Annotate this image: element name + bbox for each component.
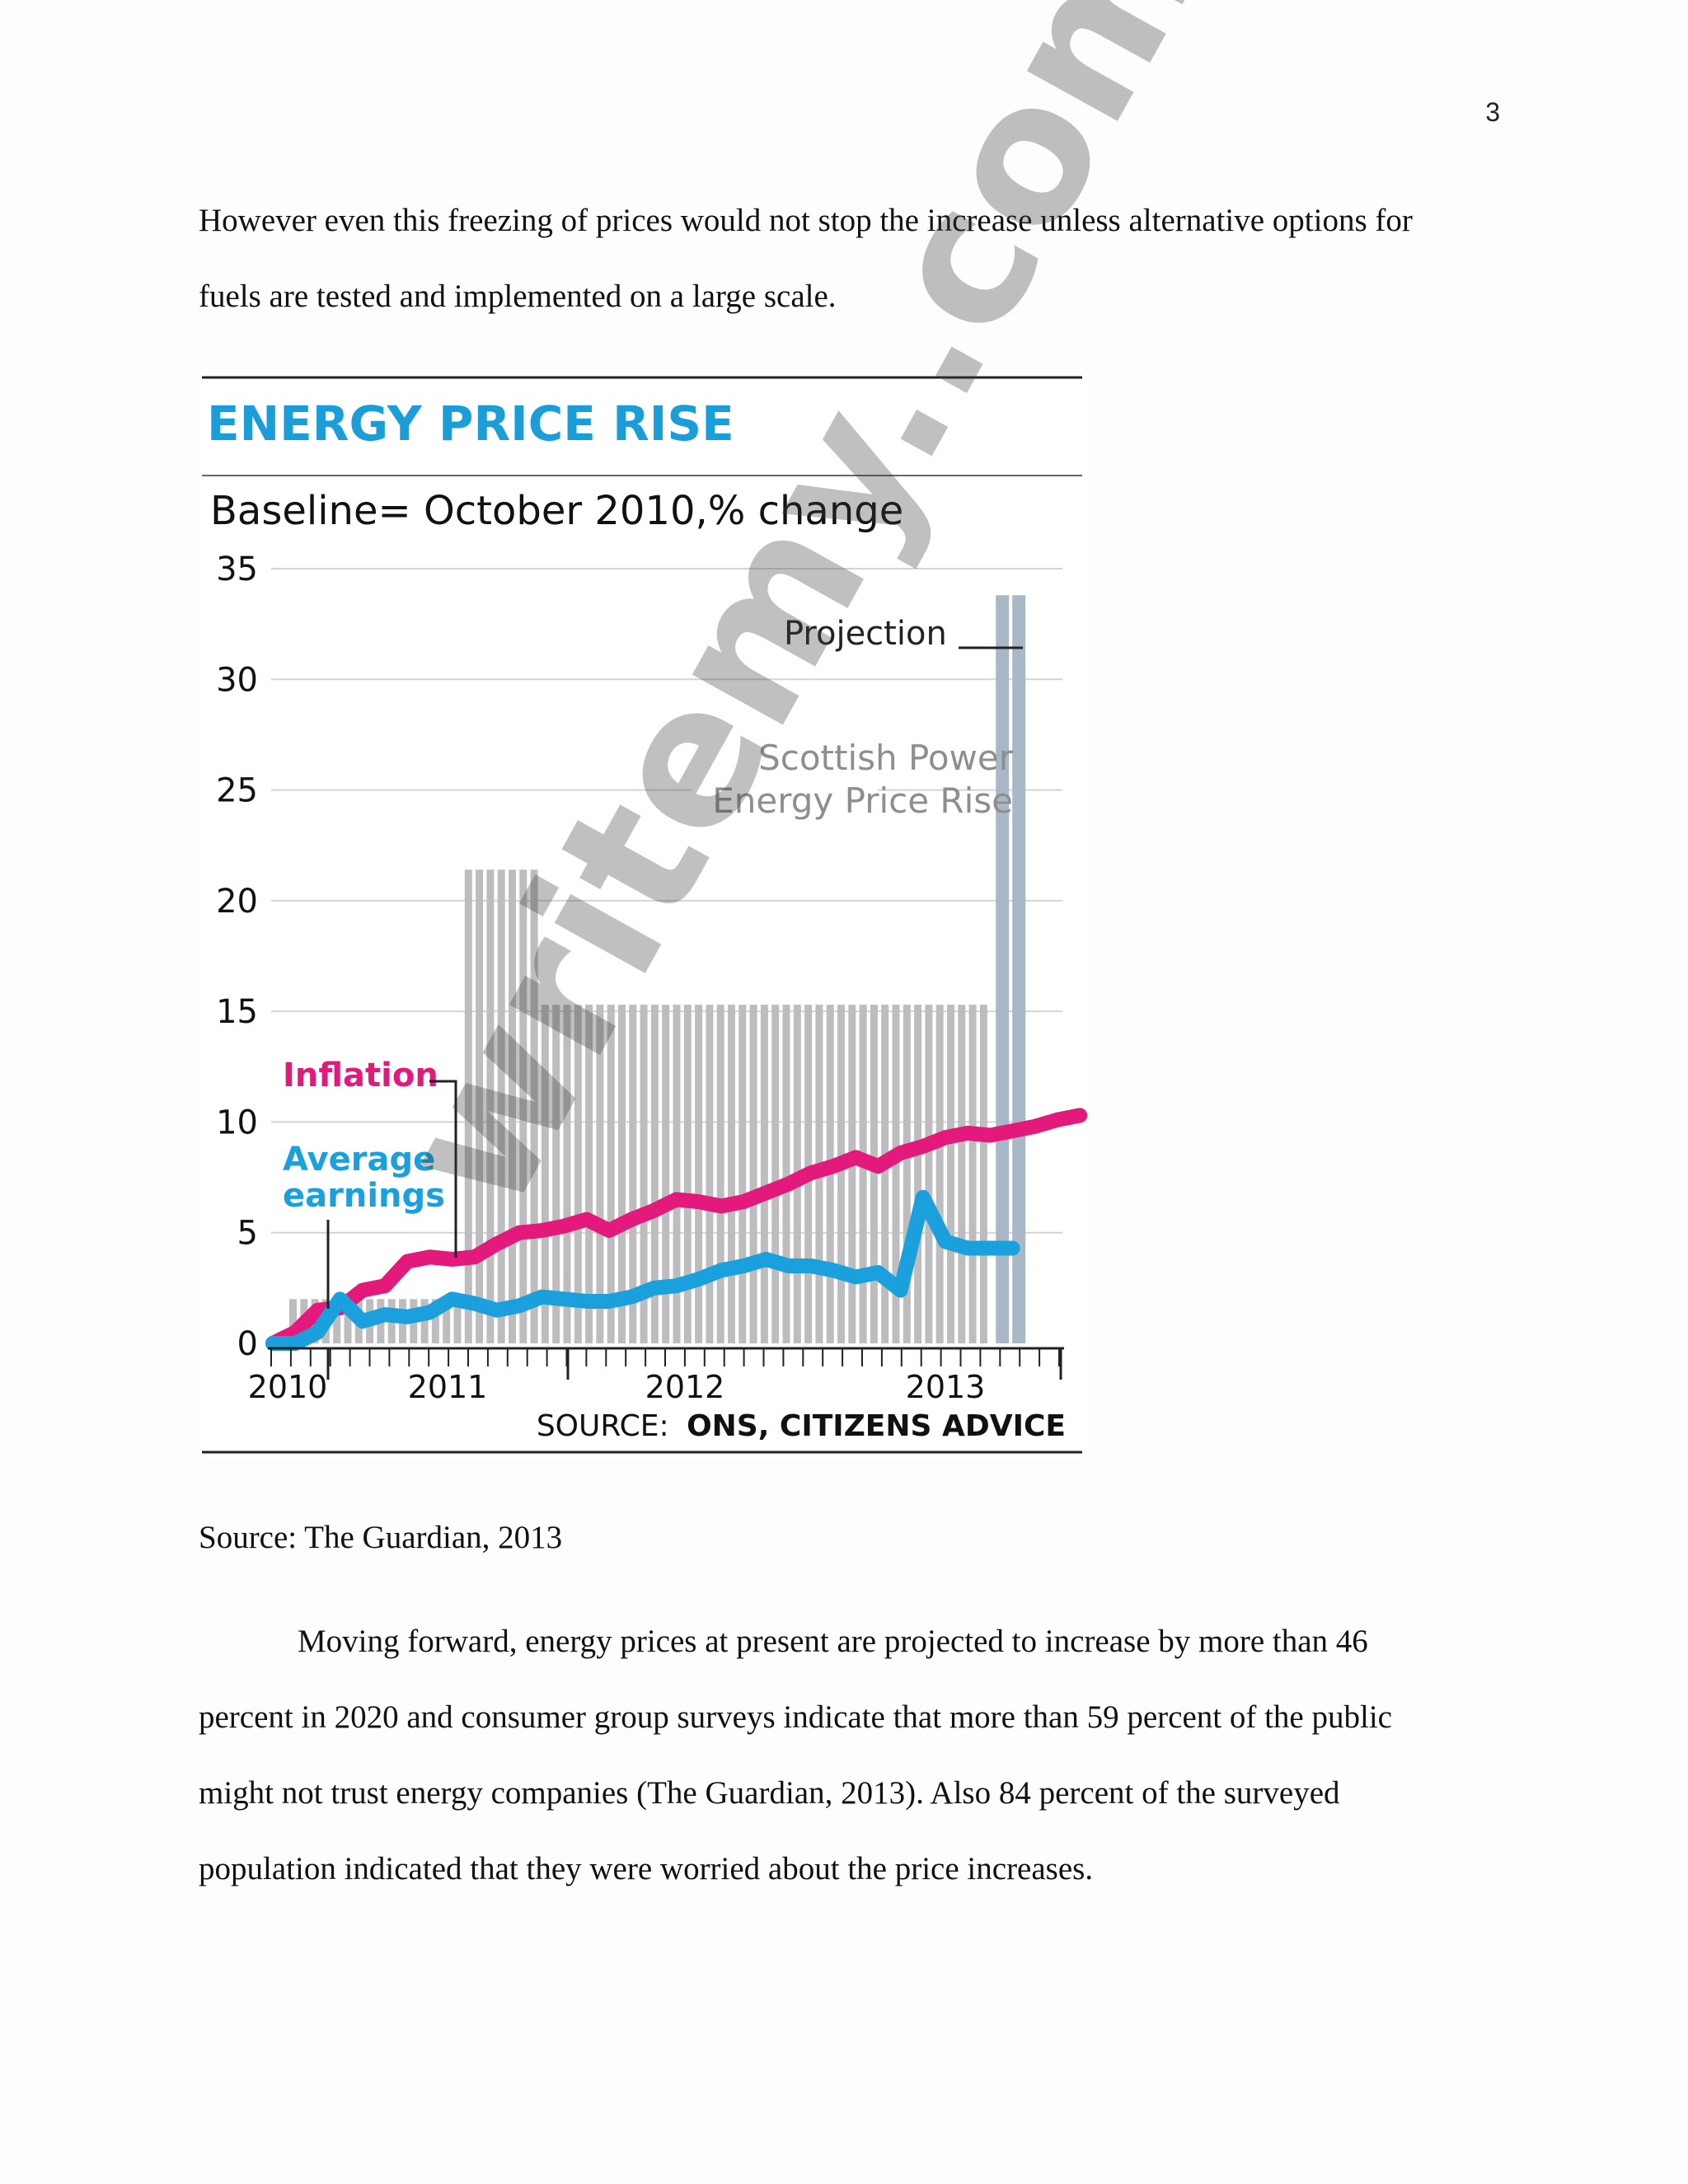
y-tick-label: 25 [216, 772, 258, 810]
bar [486, 869, 495, 1343]
x-label-2010: 2010 [248, 1369, 328, 1405]
bar [870, 1005, 878, 1343]
bar [552, 1005, 560, 1343]
energy-price-chart: ENERGY PRICE RISE Baseline= October 2010… [199, 373, 1089, 1460]
chart-subtitle: Baseline= October 2010,% change [210, 488, 903, 534]
y-tick-label: 15 [216, 993, 258, 1031]
x-label-2013: 2013 [906, 1369, 986, 1405]
paragraph-line: Moving forward, energy prices at present… [298, 1624, 1368, 1659]
earnings-line [265, 1189, 1020, 1351]
bar [574, 1005, 582, 1343]
figure-caption: Source: The Guardian, 2013 [199, 1520, 563, 1555]
bar [848, 1005, 856, 1343]
y-tick-label: 20 [216, 883, 258, 921]
bar [662, 1005, 670, 1343]
bar [519, 869, 528, 1343]
x-axis [268, 1347, 1064, 1380]
bar [903, 1005, 911, 1343]
paragraph-line: population indicated that they were worr… [199, 1851, 1094, 1886]
y-tick-label: 5 [237, 1215, 258, 1253]
bar [947, 1005, 954, 1343]
page-number: 3 [1485, 97, 1500, 127]
bar [728, 1005, 735, 1343]
bar-label-background [692, 742, 878, 841]
earnings-label-line-2: earnings [283, 1177, 445, 1215]
bar [935, 1005, 944, 1343]
bar [497, 869, 505, 1343]
bar [859, 1005, 867, 1343]
bar [640, 1005, 648, 1343]
bar [706, 1005, 714, 1343]
bar [782, 1005, 790, 1343]
y-tick-label: 10 [216, 1104, 258, 1141]
bar [760, 1005, 768, 1343]
bar [695, 1005, 703, 1343]
bar [618, 1005, 626, 1343]
paragraph-line: percent in 2020 and consumer group surve… [199, 1699, 1392, 1735]
series-lines [265, 1108, 1088, 1351]
bar [683, 1005, 692, 1343]
paragraph-body: Moving forward, energy prices at present… [199, 1604, 1484, 1907]
bar [476, 869, 484, 1343]
bar [563, 1005, 571, 1343]
bar [333, 1299, 341, 1343]
source-prefix: SOURCE: [537, 1409, 669, 1443]
inflation-label: Inflation [283, 1057, 438, 1094]
bar [344, 1299, 352, 1343]
bar-label-line-1: Scottish Power [758, 738, 1014, 778]
bar [289, 1299, 297, 1343]
earnings-label-line-1: Average [283, 1141, 435, 1179]
bar [958, 1005, 966, 1343]
bar [771, 1005, 780, 1343]
bar [892, 1005, 900, 1343]
bar [673, 1005, 681, 1343]
inflation-line [265, 1108, 1088, 1351]
x-label-2012: 2012 [645, 1369, 725, 1405]
bar [420, 1299, 429, 1343]
paragraph-line: fuels are tested and implemented on a la… [199, 279, 837, 314]
bar [716, 1005, 724, 1343]
y-tick-labels: 35 30 25 20 15 10 5 0 [216, 551, 258, 1363]
bar [509, 869, 516, 1343]
chart-title: ENERGY PRICE RISE [207, 396, 734, 452]
y-tick-label: 35 [216, 551, 258, 588]
bar [837, 1005, 845, 1343]
bar [431, 1299, 439, 1343]
bar [979, 1005, 987, 1343]
bar [738, 1005, 747, 1343]
bar [607, 1005, 615, 1343]
bar [596, 1005, 604, 1343]
bar [585, 1005, 593, 1343]
source-names: ONS, CITIZENS ADVICE [687, 1409, 1066, 1443]
bar [881, 1005, 889, 1343]
bar [443, 1299, 451, 1343]
x-label-2011: 2011 [408, 1369, 488, 1405]
paragraph-line: However even this freezing of prices wou… [199, 203, 1413, 238]
bar [629, 1005, 637, 1343]
bar [464, 869, 472, 1343]
bar [968, 1005, 977, 1343]
projection-label: Projection [784, 615, 947, 653]
bar [914, 1005, 922, 1343]
y-tick-label: 30 [216, 661, 258, 699]
chart-source: SOURCE: ONS, CITIZENS ADVICE [537, 1409, 1066, 1443]
bar [541, 1005, 549, 1343]
bar [530, 869, 538, 1343]
paragraph-line: might not trust energy companies (The Gu… [199, 1775, 1340, 1811]
bar [650, 1005, 659, 1343]
projection-bar [996, 595, 1010, 1343]
bar [749, 1005, 757, 1343]
projection-bar [1012, 595, 1026, 1343]
inflation-leader [429, 1080, 457, 1258]
bar [453, 1299, 462, 1343]
bar [925, 1005, 933, 1343]
y-tick-label: 0 [237, 1325, 258, 1363]
paragraph-intro: However even this freezing of prices wou… [199, 183, 1484, 335]
bar-label-line-2: Energy Price Rise [712, 780, 1013, 821]
